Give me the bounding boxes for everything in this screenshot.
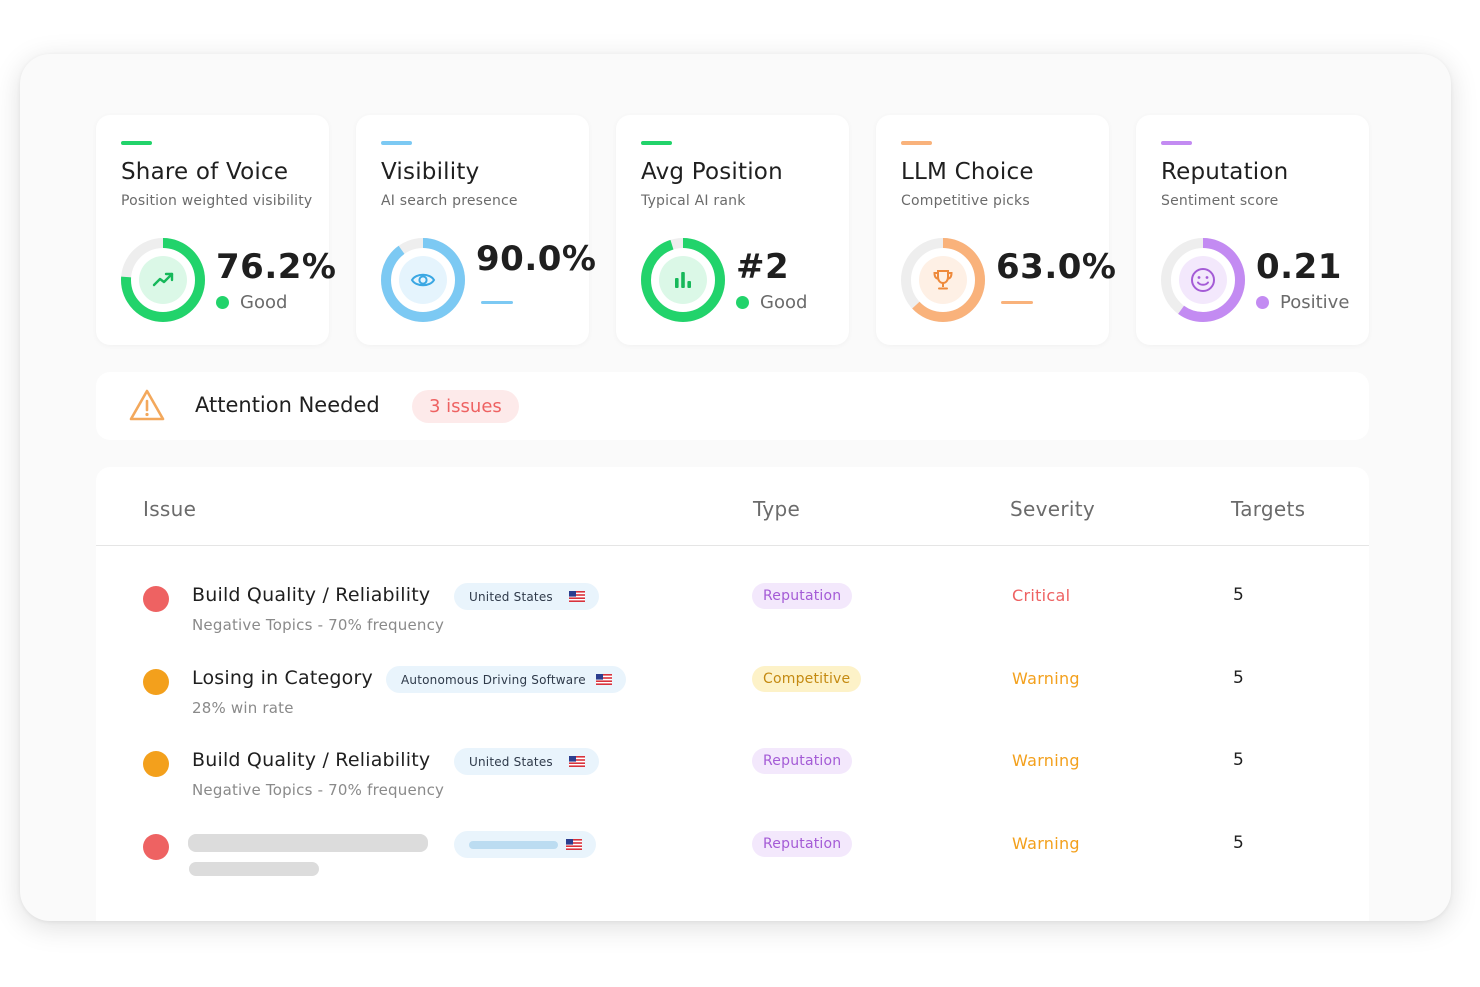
region-tag[interactable]: United States xyxy=(454,583,599,610)
us-flag-icon xyxy=(595,674,612,685)
status-dash xyxy=(1001,301,1033,304)
type-badge: Reputation xyxy=(752,748,853,774)
status-label: Good xyxy=(240,292,288,313)
us-flag-icon xyxy=(568,756,585,767)
severity-label: Warning xyxy=(1012,751,1080,770)
severity-dot xyxy=(143,834,169,860)
issue-title: Build Quality / Reliability xyxy=(192,749,431,771)
avg-position-donut xyxy=(640,237,726,323)
card-title: Visibility xyxy=(381,159,480,185)
table-row[interactable]: Losing in Category 28% win rate Autonomo… xyxy=(96,665,1369,735)
card-accent-bar xyxy=(641,141,672,145)
region-label: United States xyxy=(469,589,553,604)
issue-subtitle: Negative Topics - 70% frequency xyxy=(192,616,445,634)
issue-title: Build Quality / Reliability xyxy=(192,584,431,606)
issues-count-badge[interactable]: 3 issues xyxy=(412,390,519,423)
llm-choice-donut xyxy=(900,237,986,323)
metric-card-visibility[interactable]: Visibility AI search presence 90.0% xyxy=(356,115,596,345)
severity-dot xyxy=(143,586,169,612)
table-row-loading[interactable]: Reputation Warning 5 xyxy=(96,830,1369,900)
type-badge: Reputation xyxy=(752,583,853,609)
type-badge: Reputation xyxy=(752,831,853,857)
issues-table: Issue Type Severity Targets Build Qualit… xyxy=(96,467,1369,921)
region-tag[interactable]: Autonomous Driving Software xyxy=(386,666,626,693)
severity-label: Critical xyxy=(1012,586,1071,605)
card-title: Avg Position xyxy=(641,159,783,185)
visibility-donut xyxy=(380,237,466,323)
smile-icon xyxy=(1160,237,1246,323)
metric-card-avg-position[interactable]: Avg Position Typical AI rank #2 Good xyxy=(616,115,849,345)
card-value: 76.2% xyxy=(216,247,337,287)
card-accent-bar xyxy=(381,141,412,145)
table-row[interactable]: Build Quality / Reliability Negative Top… xyxy=(96,747,1369,817)
status-dash xyxy=(481,301,513,304)
status-label: Positive xyxy=(1280,292,1350,313)
severity-dot xyxy=(143,669,169,695)
issue-title: Losing in Category xyxy=(192,667,373,689)
card-value: #2 xyxy=(736,247,790,287)
bar-chart-icon xyxy=(640,237,726,323)
status-dot xyxy=(216,296,229,309)
us-flag-icon xyxy=(568,591,585,602)
severity-label: Warning xyxy=(1012,669,1080,688)
skeleton-region xyxy=(469,840,558,849)
dashboard-frame: Share of Voice Position weighted visibil… xyxy=(20,54,1451,921)
severity-label: Warning xyxy=(1012,834,1080,853)
targets-count: 5 xyxy=(1233,585,1244,605)
status-dot xyxy=(736,296,749,309)
card-subtitle: Competitive picks xyxy=(901,193,1030,209)
region-label: United States xyxy=(469,754,553,769)
card-status: Good xyxy=(736,292,807,313)
skeleton-title xyxy=(188,834,428,852)
column-header-type[interactable]: Type xyxy=(753,497,801,521)
card-title: Reputation xyxy=(1161,159,1289,185)
targets-count: 5 xyxy=(1233,750,1244,770)
region-label: Autonomous Driving Software xyxy=(401,672,586,687)
warning-triangle-icon xyxy=(129,389,165,421)
attention-label: Attention Needed xyxy=(195,393,380,417)
share-of-voice-donut xyxy=(120,237,206,323)
targets-count: 5 xyxy=(1233,668,1244,688)
targets-count: 5 xyxy=(1233,833,1244,853)
eye-icon xyxy=(380,237,466,323)
card-status: Positive xyxy=(1256,292,1349,313)
card-accent-bar xyxy=(1161,141,1192,145)
skeleton-subtitle xyxy=(189,862,319,876)
metric-card-reputation[interactable]: Reputation Sentiment score 0.21 Positive xyxy=(1136,115,1369,345)
table-row[interactable]: Build Quality / Reliability Negative Top… xyxy=(96,582,1369,652)
column-header-severity[interactable]: Severity xyxy=(1010,497,1095,521)
card-accent-bar xyxy=(121,141,152,145)
status-label: Good xyxy=(760,292,808,313)
issue-subtitle: 28% win rate xyxy=(192,699,294,717)
us-flag-icon xyxy=(566,839,582,850)
card-title: Share of Voice xyxy=(121,159,289,185)
metric-card-share-of-voice[interactable]: Share of Voice Position weighted visibil… xyxy=(96,115,336,345)
card-title: LLM Choice xyxy=(901,159,1034,185)
type-badge: Competitive xyxy=(752,666,862,692)
severity-dot xyxy=(143,751,169,777)
attention-bar[interactable]: Attention Needed 3 issues xyxy=(96,372,1369,440)
metric-card-llm-choice[interactable]: LLM Choice Competitive picks 63.0% xyxy=(876,115,1116,345)
trophy-icon xyxy=(900,237,986,323)
card-subtitle: Typical AI rank xyxy=(641,193,746,209)
card-subtitle: Position weighted visibility xyxy=(121,193,313,209)
issue-subtitle: Negative Topics - 70% frequency xyxy=(192,781,445,799)
card-subtitle: AI search presence xyxy=(381,193,518,209)
status-dot xyxy=(1256,296,1269,309)
card-status: Good xyxy=(216,292,287,313)
region-tag[interactable] xyxy=(454,831,596,858)
table-header: Issue Type Severity Targets xyxy=(96,467,1369,546)
card-accent-bar xyxy=(901,141,932,145)
card-value: 90.0% xyxy=(476,239,597,279)
card-subtitle: Sentiment score xyxy=(1161,193,1279,209)
column-header-issue[interactable]: Issue xyxy=(143,497,197,521)
reputation-donut xyxy=(1160,237,1246,323)
region-tag[interactable]: United States xyxy=(454,748,599,775)
card-value: 0.21 xyxy=(1256,247,1342,287)
column-header-targets[interactable]: Targets xyxy=(1231,497,1306,521)
card-value: 63.0% xyxy=(996,247,1117,287)
trending-up-icon xyxy=(120,237,206,323)
